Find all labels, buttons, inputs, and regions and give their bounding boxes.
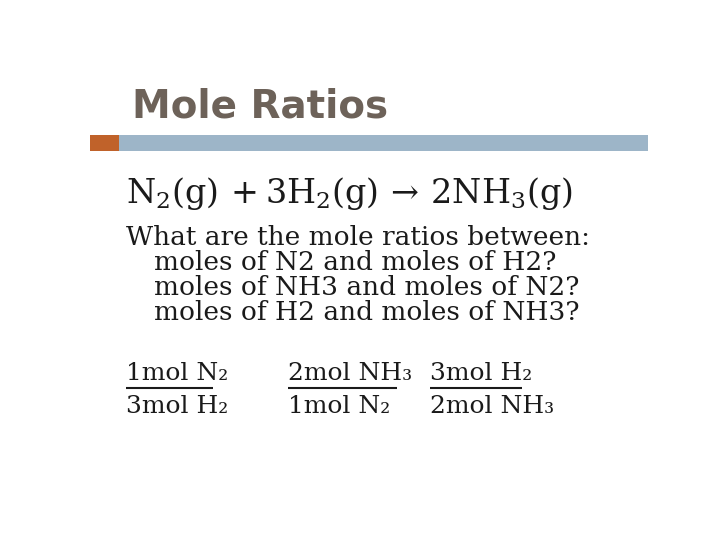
Text: moles of N2 and moles of H2?: moles of N2 and moles of H2? <box>154 250 557 275</box>
Bar <box>119 135 648 151</box>
Text: Mole Ratios: Mole Ratios <box>132 87 388 126</box>
Text: 1mol N₂: 1mol N₂ <box>126 362 228 385</box>
Text: What are the mole ratios between:: What are the mole ratios between: <box>126 225 590 250</box>
Text: 1mol N₂: 1mol N₂ <box>288 395 390 418</box>
Text: $\mathregular{N_2(g)\,+3H_2(g)\,\rightarrow\,2NH_3(g)}$: $\mathregular{N_2(g)\,+3H_2(g)\,\rightar… <box>126 175 573 212</box>
Text: 3mol H₂: 3mol H₂ <box>431 362 533 385</box>
Text: 2mol NH₃: 2mol NH₃ <box>431 395 554 418</box>
Text: moles of NH3 and moles of N2?: moles of NH3 and moles of N2? <box>154 275 580 300</box>
Text: 3mol H₂: 3mol H₂ <box>126 395 228 418</box>
Bar <box>90 135 119 151</box>
Text: 2mol NH₃: 2mol NH₃ <box>288 362 413 385</box>
Text: moles of H2 and moles of NH3?: moles of H2 and moles of NH3? <box>154 300 580 325</box>
